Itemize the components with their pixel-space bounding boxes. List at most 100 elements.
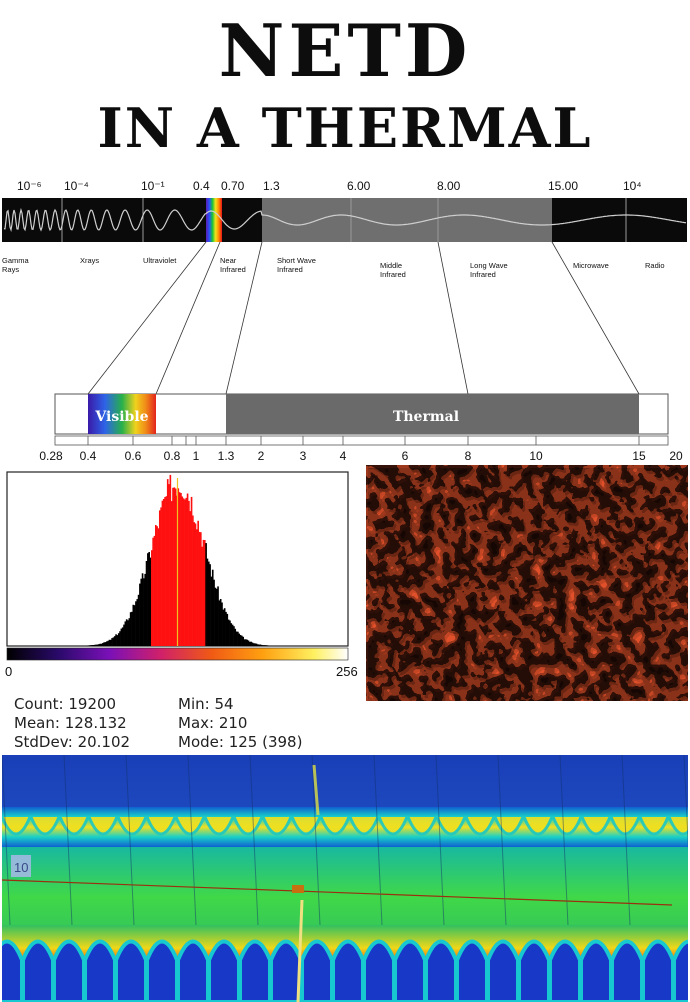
band-name-middle: Middle Infrared [380,261,406,279]
histogram-bar [198,531,201,646]
histogram-bar [235,631,238,646]
histogram-bar [194,523,197,646]
histogram-bar [263,645,266,646]
title-netd: NETD [218,8,472,93]
histogram-bar [203,540,206,646]
stats-left: Count: 19200 Mean: 128.132 StdDev: 20.10… [14,695,130,752]
histogram-bar [238,633,241,646]
histogram-bar [121,627,124,646]
histogram-bar [237,631,239,646]
histogram-bar [214,587,217,646]
histogram-bar [173,487,176,646]
tick-label: 15 [632,449,646,463]
histogram-bar [108,639,111,646]
histogram-bar [145,561,148,646]
histogram-bar [196,529,198,646]
histogram-bar [202,539,205,646]
infrared-region [262,198,552,242]
axis-max: 256 [336,664,358,679]
scale-label: 10⁻⁴ [64,179,89,193]
histogram-bar [189,511,192,646]
histogram-bar [111,638,113,646]
stats-right: Min: 54 Max: 210 Mode: 125 (398) [178,695,302,752]
histogram-bar [90,645,92,646]
histogram-bar [166,479,169,646]
histogram-bar [242,636,245,646]
histogram-bar [116,635,119,646]
stat-max: Max: 210 [178,714,248,732]
histogram-bar [241,635,243,646]
tick-label: 0.28 [39,449,63,463]
histogram-bar [164,497,166,646]
histogram-bar [153,535,156,646]
histogram-bar [170,501,173,646]
band-name-short-wave: Short Wave Infrared [277,256,316,274]
histogram-bar [149,557,152,646]
stat-min: Min: 54 [178,695,234,713]
visible-strip [206,198,222,242]
histogram-bar [141,573,144,646]
histogram-bar [209,564,211,646]
histogram-bar [267,645,270,646]
histogram-bar [136,599,139,646]
histogram-bar [225,611,227,646]
histogram-bar [144,573,147,646]
tick-label: 8 [465,449,472,463]
band-name-microwave: Microwave [573,261,609,270]
histogram-bar [128,618,131,646]
histogram-bar [218,600,221,646]
band-name-ultraviolet: Ultraviolet [143,256,177,265]
marker-label: 10 [14,860,28,875]
histogram-bar [154,525,157,646]
histogram-bar [266,645,268,646]
scale-label: 8.00 [437,179,461,193]
histogram-bar [139,583,141,646]
histogram-bar [148,552,150,646]
histogram-bar [123,624,125,646]
visible-band [88,394,156,434]
wave-line [3,207,687,233]
histogram-bar [92,645,95,646]
histogram-bar [222,609,225,646]
histogram-bar [221,602,223,646]
histogram-bar [98,644,100,646]
spectrum-diagram: 10⁻⁶ 10⁻⁴ 10⁻¹ 0.4 0.70 1.3 6.00 8.00 15… [2,179,687,463]
histogram-bar [132,604,135,646]
histogram-bar [217,586,219,646]
hotspot-marker [292,885,304,893]
scale-label: 1.3 [263,179,280,193]
scale-label: 10⁴ [623,179,642,193]
histogram-bar [226,613,229,646]
histogram-bar [120,628,123,646]
palette-bar [6,647,349,661]
histogram-bar [135,601,137,646]
histogram-bar [158,510,161,646]
scale-label: 10⁻⁶ [17,179,42,193]
histogram-bar [162,499,165,646]
histogram-bar [262,645,264,646]
profile-line [2,879,673,906]
histogram-bar [168,484,170,646]
histogram-bar [182,498,185,646]
histogram-bar [137,594,140,646]
histogram-bar [178,492,181,646]
histogram-bar [127,620,129,646]
histogram-bar [112,637,115,646]
histogram-bar [206,558,209,646]
tick-label: 6 [402,449,409,463]
histogram-bar [99,643,101,646]
tick-label: 3 [300,449,307,463]
histogram-bar [201,546,203,646]
histogram-bar [258,644,260,646]
axis-min: 0 [5,664,12,679]
histogram-bar [239,635,242,646]
histogram-bar [119,631,121,646]
thermal-band [226,394,639,434]
histogram-bar [109,639,112,646]
histogram-bar [260,644,263,646]
histogram-bar [156,526,158,646]
histogram-bar [180,493,182,646]
histogram-bar [129,612,132,646]
stat-count: Count: 19200 [14,695,117,713]
histogram-bar [200,532,202,646]
